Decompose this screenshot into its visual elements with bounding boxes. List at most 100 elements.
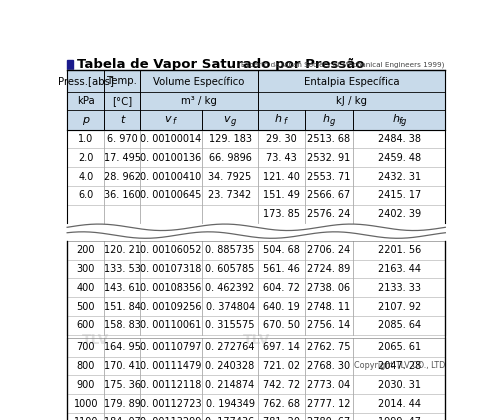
Bar — [140, 71, 258, 92]
Text: 2065. 61: 2065. 61 — [378, 342, 421, 352]
Text: 700: 700 — [76, 342, 95, 352]
Text: 2780. 67: 2780. 67 — [308, 417, 350, 420]
Text: 151. 49: 151. 49 — [263, 190, 300, 200]
Text: 6. 970: 6. 970 — [107, 134, 138, 144]
Text: 2724. 89: 2724. 89 — [308, 264, 350, 274]
Text: 0. 374804: 0. 374804 — [206, 302, 254, 312]
Text: 0. 194349: 0. 194349 — [206, 399, 254, 409]
Text: 2047. 28: 2047. 28 — [378, 361, 421, 371]
Text: 2777. 12: 2777. 12 — [307, 399, 350, 409]
Text: 6.0: 6.0 — [78, 190, 94, 200]
Text: v: v — [164, 114, 171, 124]
Text: 781. 20: 781. 20 — [263, 417, 300, 420]
Text: 721. 02: 721. 02 — [263, 361, 300, 371]
Bar — [104, 92, 140, 110]
Text: 0. 00110061: 0. 00110061 — [140, 320, 202, 330]
Text: 0. 240328: 0. 240328 — [206, 361, 254, 371]
Text: 1000: 1000 — [74, 399, 98, 409]
Text: 2201. 56: 2201. 56 — [378, 245, 421, 255]
Bar — [67, 110, 104, 130]
Text: 0. 00112723: 0. 00112723 — [140, 399, 202, 409]
Text: 184. 07: 184. 07 — [104, 417, 141, 420]
Text: 0. 00100136: 0. 00100136 — [140, 153, 202, 163]
Text: 2513. 68: 2513. 68 — [308, 134, 350, 144]
Text: 2030. 31: 2030. 31 — [378, 380, 420, 390]
Text: 2553. 71: 2553. 71 — [307, 171, 350, 181]
Text: 173. 85: 173. 85 — [263, 209, 300, 219]
Text: 0. 00108356: 0. 00108356 — [140, 283, 202, 293]
Text: 23. 7342: 23. 7342 — [208, 190, 252, 200]
Bar — [104, 71, 140, 92]
Text: 600: 600 — [76, 320, 95, 330]
Text: 800: 800 — [76, 361, 95, 371]
Text: 0. 00110797: 0. 00110797 — [140, 342, 202, 352]
Text: 2085. 64: 2085. 64 — [378, 320, 421, 330]
Text: 2014. 44: 2014. 44 — [378, 399, 420, 409]
Bar — [140, 92, 258, 110]
Text: 120. 21: 120. 21 — [104, 245, 141, 255]
Text: 170. 41: 170. 41 — [104, 361, 141, 371]
Text: 2762. 75: 2762. 75 — [307, 342, 350, 352]
Text: 29. 30: 29. 30 — [266, 134, 297, 144]
Text: 0. 00109256: 0. 00109256 — [140, 302, 202, 312]
Text: 200: 200 — [76, 245, 95, 255]
Text: 129. 183: 129. 183 — [208, 134, 252, 144]
Text: 0. 177436: 0. 177436 — [206, 417, 254, 420]
Text: 2484. 38: 2484. 38 — [378, 134, 420, 144]
Text: p: p — [82, 115, 90, 125]
Text: 151. 84: 151. 84 — [104, 302, 141, 312]
Text: h: h — [322, 114, 330, 124]
Text: 73. 43: 73. 43 — [266, 153, 297, 163]
Text: 2.0: 2.0 — [78, 153, 94, 163]
Text: 640. 19: 640. 19 — [263, 302, 300, 312]
Text: v: v — [224, 114, 230, 124]
Bar — [67, 92, 104, 110]
Text: 34. 7925: 34. 7925 — [208, 171, 252, 181]
Text: 0. 605785: 0. 605785 — [206, 264, 255, 274]
Text: 697. 14: 697. 14 — [263, 342, 300, 352]
Text: 133. 53: 133. 53 — [104, 264, 141, 274]
Text: 0. 00107318: 0. 00107318 — [140, 264, 202, 274]
Text: 28. 962: 28. 962 — [104, 171, 141, 181]
Text: 0. 00100645: 0. 00100645 — [140, 190, 202, 200]
Text: 143. 61: 143. 61 — [104, 283, 141, 293]
Text: 1999. 47: 1999. 47 — [378, 417, 420, 420]
Text: 2773. 04: 2773. 04 — [308, 380, 350, 390]
Text: 2566. 67: 2566. 67 — [308, 190, 350, 200]
Text: 164. 95: 164. 95 — [104, 342, 141, 352]
Text: 2576. 24: 2576. 24 — [307, 209, 350, 219]
Text: 2402. 39: 2402. 39 — [378, 209, 421, 219]
Text: 2163. 44: 2163. 44 — [378, 264, 420, 274]
Text: kJ / kg: kJ / kg — [336, 96, 368, 106]
Text: 2432. 31: 2432. 31 — [378, 171, 421, 181]
Bar — [353, 110, 446, 130]
Text: 604. 72: 604. 72 — [263, 283, 300, 293]
Text: 0. 00113299: 0. 00113299 — [140, 417, 202, 420]
Text: 900: 900 — [76, 380, 95, 390]
Text: 2706. 24: 2706. 24 — [308, 245, 350, 255]
Bar — [258, 92, 446, 110]
Text: Tabela de Vapor Saturado por Pressão: Tabela de Vapor Saturado por Pressão — [77, 58, 364, 71]
Bar — [304, 110, 353, 130]
Text: 0. 272764: 0. 272764 — [206, 342, 255, 352]
Text: 0. 885735: 0. 885735 — [206, 245, 255, 255]
Bar — [258, 71, 446, 92]
Text: 2756. 14: 2756. 14 — [308, 320, 350, 330]
Text: 504. 68: 504. 68 — [263, 245, 300, 255]
Text: m³ / kg: m³ / kg — [181, 96, 217, 106]
Text: (Excerto da Japan Society of Mechanical Engineers 1999): (Excerto da Japan Society of Mechanical … — [238, 61, 444, 68]
Text: 1100: 1100 — [74, 417, 98, 420]
Text: 175. 36: 175. 36 — [104, 380, 141, 390]
Text: 500: 500 — [76, 302, 95, 312]
Text: g: g — [230, 117, 236, 126]
Text: 0. 00111479: 0. 00111479 — [140, 361, 202, 371]
Text: t: t — [120, 115, 124, 125]
Text: 121. 40: 121. 40 — [263, 171, 300, 181]
Text: 17. 495: 17. 495 — [104, 153, 141, 163]
Text: 2415. 17: 2415. 17 — [378, 190, 421, 200]
Text: f: f — [172, 117, 176, 126]
Text: 158. 83: 158. 83 — [104, 320, 141, 330]
Text: 1.0: 1.0 — [78, 134, 94, 144]
Text: 400: 400 — [76, 283, 95, 293]
Bar — [140, 110, 202, 130]
